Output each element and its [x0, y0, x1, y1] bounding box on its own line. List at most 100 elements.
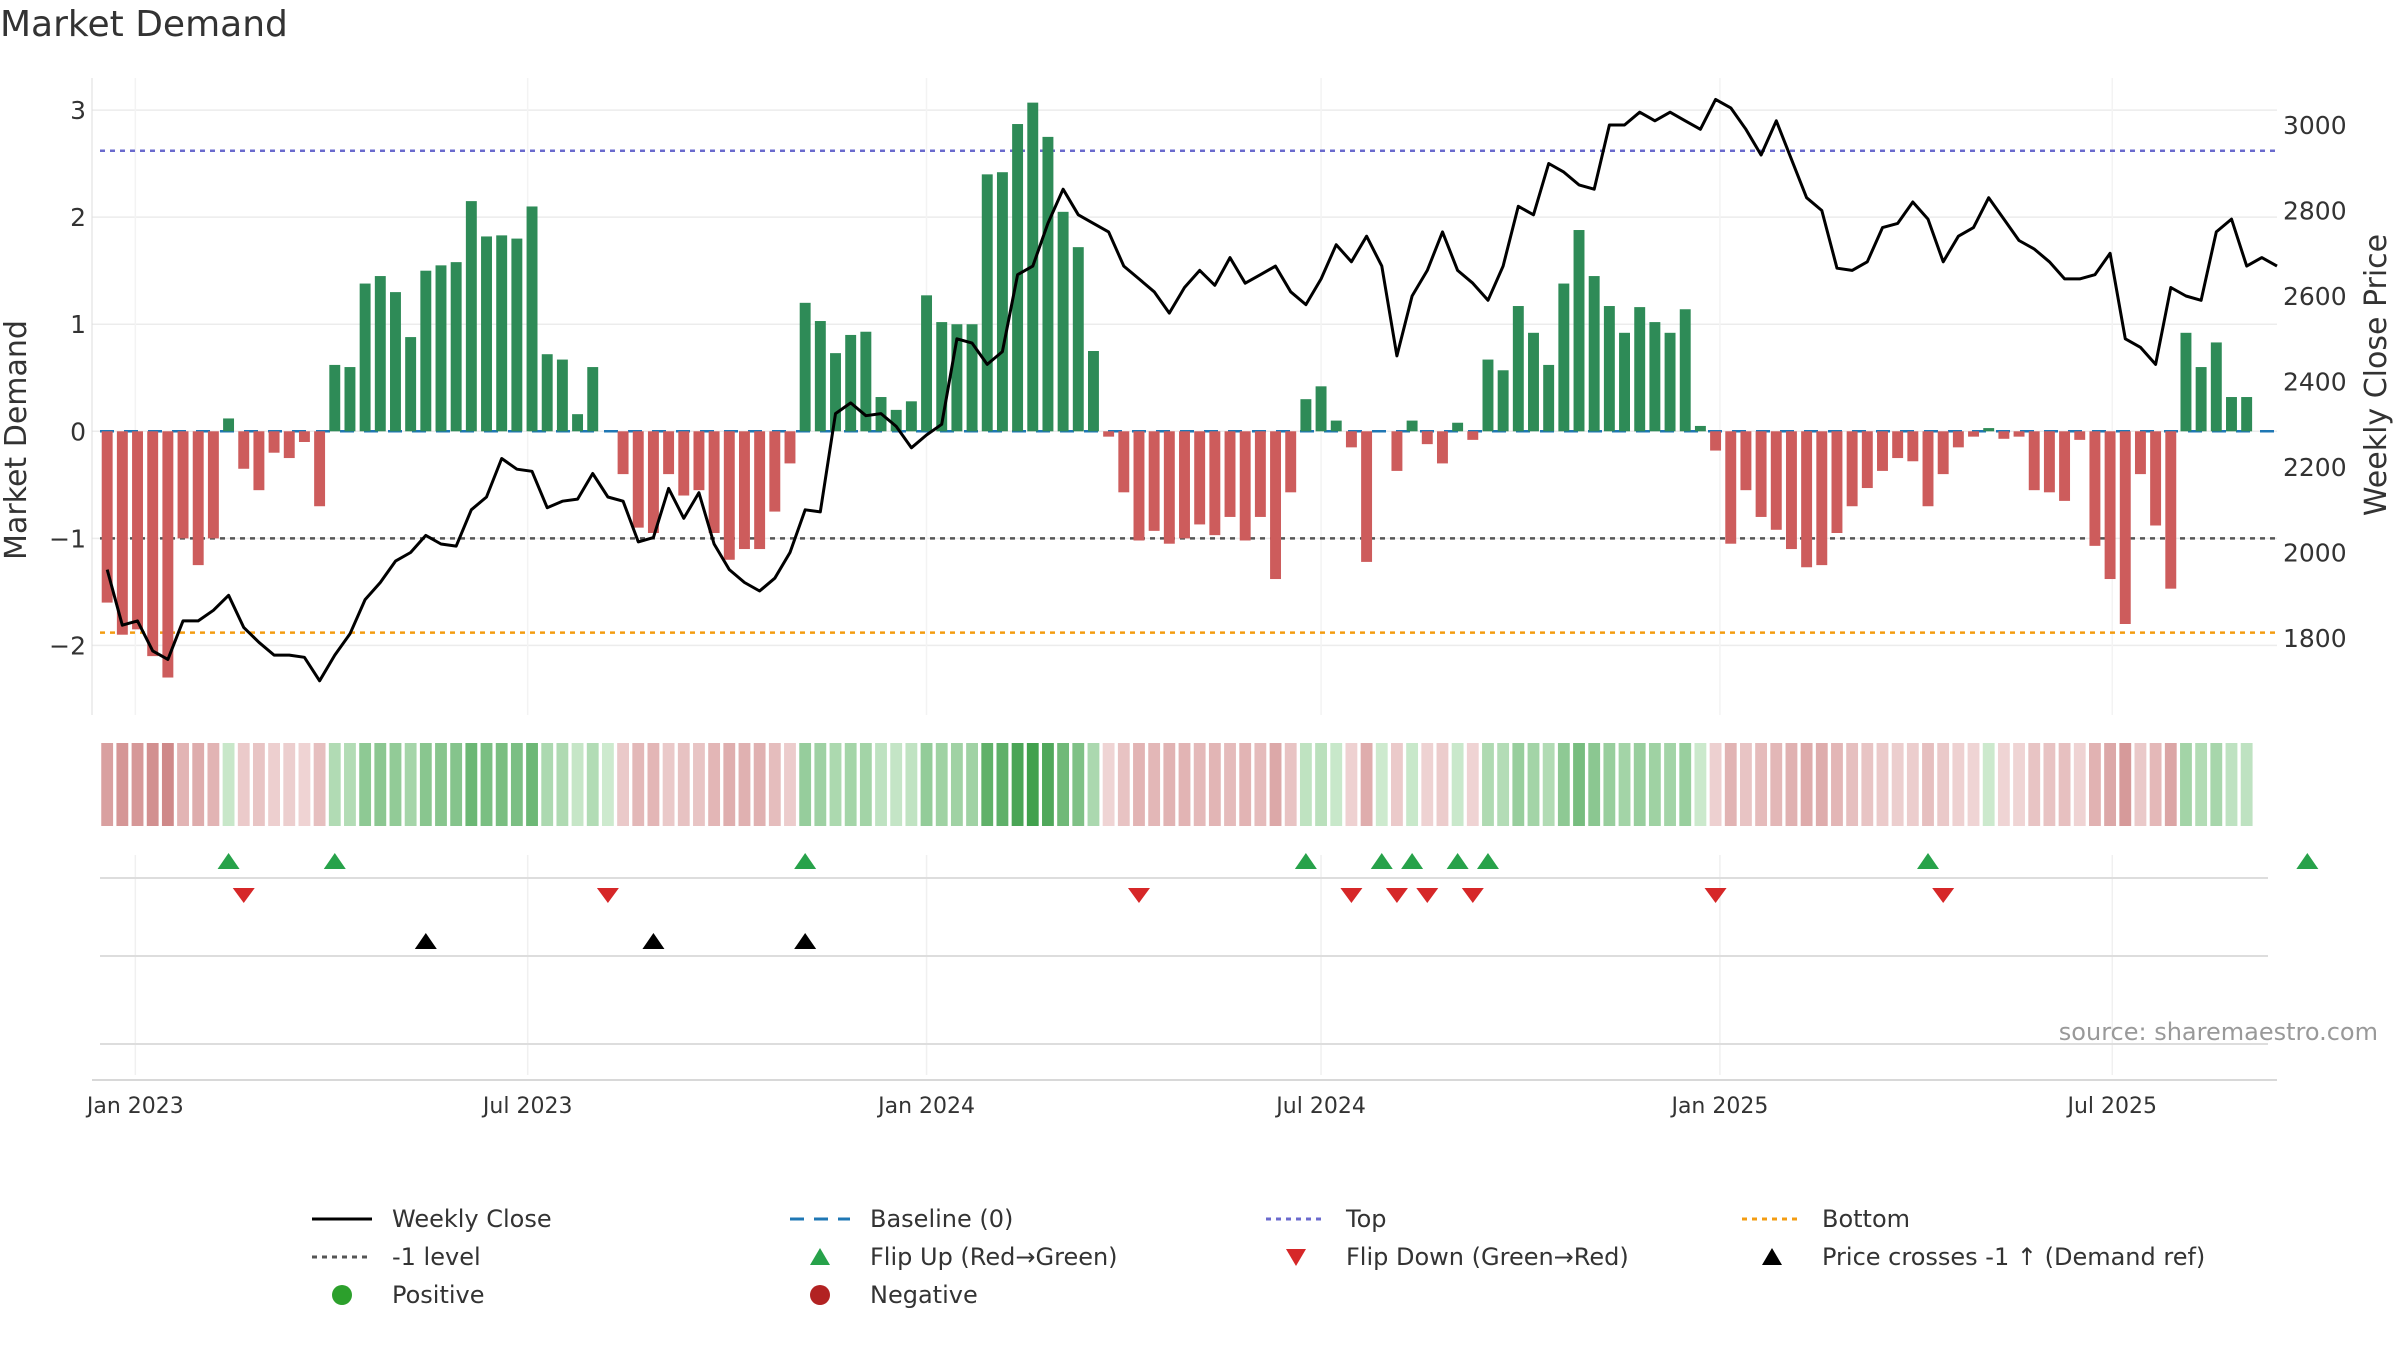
demand-bar [860, 331, 872, 432]
heat-cell [1785, 743, 1798, 826]
demand-bar [1072, 247, 1084, 432]
demand-bar [298, 431, 310, 442]
demand-bar [1042, 136, 1054, 432]
cross-marker [414, 933, 437, 949]
demand-bar [116, 431, 128, 635]
heat-cell [1421, 743, 1434, 826]
flip-down-marker [1416, 888, 1439, 903]
heat-cell [1709, 743, 1722, 826]
heat-cell [1360, 743, 1373, 826]
heat-cell [1482, 743, 1494, 826]
heat-cell [966, 743, 978, 826]
demand-bar [450, 262, 462, 432]
heat-cell [526, 743, 538, 826]
y2-tick-label: 2600 [2283, 282, 2347, 311]
demand-bar [359, 283, 371, 432]
heat-cell [1224, 743, 1236, 826]
demand-bar [1634, 307, 1646, 432]
heat-cell [1633, 743, 1646, 826]
demand-bar [1179, 431, 1190, 539]
demand-bar [405, 337, 417, 432]
heat-cell [1011, 743, 1024, 826]
x-tick-label: Jan 2024 [876, 1094, 975, 1119]
heat-cell [753, 743, 766, 826]
heat-cell [981, 743, 994, 826]
demand-bar [374, 276, 386, 432]
heat-cell [1026, 743, 1039, 826]
demand-bar [1452, 422, 1464, 432]
demand-bar [1057, 211, 1069, 432]
x-tick-label: Jul 2023 [481, 1094, 573, 1119]
heat-cell [237, 743, 250, 826]
demand-bar [1148, 431, 1160, 531]
heat-cell [677, 743, 690, 826]
demand-bar [1482, 359, 1494, 432]
heat-cell [207, 743, 220, 826]
heat-cell [1982, 743, 1995, 826]
heat-cell [1527, 743, 1540, 826]
demand-bar [177, 431, 189, 539]
demand-bar [1846, 431, 1858, 507]
demand-bar [1285, 431, 1297, 493]
demand-bar [981, 174, 993, 432]
heat-cell [2028, 743, 2041, 826]
heat-cell [1679, 743, 1692, 826]
dashed-line-icon [790, 1217, 850, 1221]
demand-bar [283, 431, 295, 459]
heat-cell [1330, 743, 1343, 826]
x-tick-label: Jul 2025 [2065, 1094, 2157, 1119]
heat-cell [905, 743, 918, 826]
demand-bar [1649, 322, 1661, 432]
heat-cell [601, 743, 614, 826]
heat-cell [890, 743, 903, 826]
legend-label: Bottom [1822, 1205, 1911, 1233]
heat-cell [1937, 743, 1950, 826]
demand-bar [2210, 342, 2222, 432]
demand-bar [2241, 397, 2253, 432]
demand-bar [1619, 332, 1630, 432]
demand-bar [314, 431, 326, 507]
heat-cell [586, 743, 599, 826]
legend-item-weekly-close: Weekly Close [312, 1205, 552, 1233]
demand-bar [1968, 431, 1979, 437]
heat-cell [465, 743, 478, 826]
x-tick-label: Jan 2025 [1669, 1094, 1768, 1119]
heat-cell [344, 743, 356, 826]
heat-cell [116, 743, 129, 826]
flip-down-marker [1932, 888, 1955, 903]
heat-cell [723, 743, 736, 826]
circle-icon [810, 1285, 830, 1305]
heat-cell [2240, 743, 2253, 826]
demand-bar [1254, 431, 1266, 517]
legend-label: Flip Down (Green→Red) [1346, 1243, 1629, 1271]
legend-label: -1 level [392, 1243, 481, 1271]
demand-bar [678, 431, 690, 496]
demand-bar [132, 431, 143, 630]
demand-bar [632, 431, 644, 528]
heat-cell [359, 743, 372, 826]
heat-cell [131, 743, 144, 826]
demand-bar [2226, 397, 2237, 432]
heat-cell [1178, 743, 1191, 826]
demand-bar [1998, 431, 2010, 439]
heat-cell [404, 743, 417, 826]
flip-down-marker [232, 888, 255, 903]
demand-bar [1877, 431, 1888, 471]
cross-marker [794, 933, 817, 949]
demand-bar [845, 334, 857, 432]
flip-up-marker [794, 853, 817, 869]
demand-bar [1391, 431, 1403, 471]
legend-item-cross: Price crosses -1 ↑ (Demand ref) [1742, 1243, 2205, 1271]
heat-cell [1299, 743, 1312, 826]
heat-cell [146, 743, 159, 826]
heat-cell [222, 743, 235, 826]
cross-marker [642, 933, 665, 949]
demand-bar [268, 431, 280, 453]
heat-cell [1557, 743, 1570, 826]
demand-bar [1892, 431, 1904, 459]
heat-cell [1512, 743, 1525, 826]
flip-down-marker [1340, 888, 1363, 903]
demand-bar [1664, 332, 1676, 432]
flip-up-marker [1476, 853, 1499, 869]
demand-bar [1907, 431, 1919, 462]
